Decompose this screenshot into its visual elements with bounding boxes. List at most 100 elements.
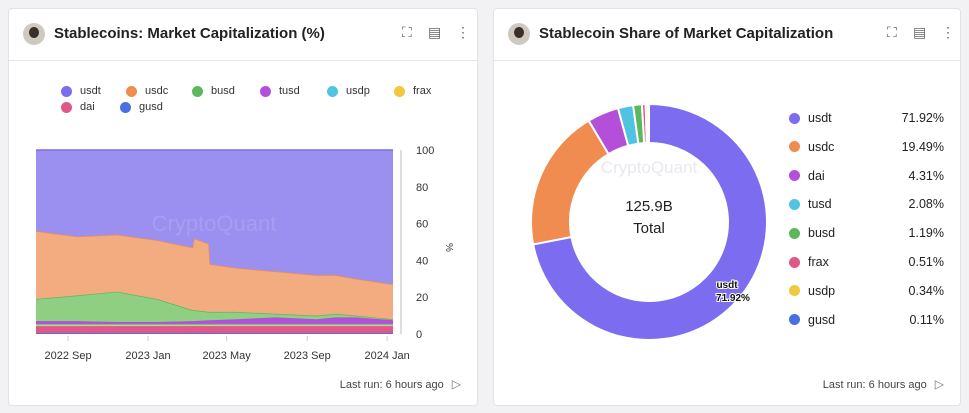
x-tick-label: 2023 Jan [125,350,170,362]
y-axis-unit: % [443,243,454,252]
area-busd[interactable] [36,291,393,322]
card-header: Stablecoins: Market Capitalization (%) ⛶… [9,9,477,61]
legend-dot [789,170,800,182]
last-run-text: Last run: 6 hours ago [822,379,927,391]
legend-item-dai[interactable]: dai [61,101,95,113]
legend-dot [789,314,800,326]
legend-label: usdc [145,85,169,97]
slice-usdt[interactable] [531,102,768,341]
legend-dot [327,85,338,97]
legend-label: dai [80,101,95,113]
x-tick-label: 2022 Sep [45,350,92,362]
legend-label: usdt [80,85,101,97]
legend-dot [61,101,72,113]
stacked-area-chart: CryptoQuant 0 20 40 60 80 100% 2022 Sep 2023 Jan… [35,145,454,362]
legend-label: tusd [279,85,300,97]
y-tick-label: 0 [416,329,422,341]
more-icon[interactable]: ⋮ [941,24,955,40]
legend-value: 0.11% [909,312,944,327]
legend-label: busd [808,226,836,241]
x-tick-label: 2023 Sep [284,350,331,362]
legend-value: 0.34% [908,283,944,298]
legend-dot [789,256,800,268]
area-usdc[interactable] [36,231,393,320]
legend-item-tusd[interactable]: tusd 2.08% [789,197,944,211]
more-icon[interactable]: ⋮ [456,24,470,40]
legend-dot [789,227,800,239]
last-run: Last run: 6 hours ago ▷ [340,377,461,391]
legend-value: 19.49% [901,139,944,154]
legend-dot [789,112,800,124]
card-title: Stablecoin Share of Market Capitalizatio… [539,25,834,42]
avatar[interactable] [508,23,530,45]
console-icon[interactable]: ▤ [913,24,927,40]
legend-dot [120,101,131,113]
center-label: Total [633,220,665,237]
legend-label: gusd [139,101,163,113]
slice-gusd[interactable] [647,102,650,145]
legend-dot [789,198,800,210]
area-dai[interactable] [36,326,393,334]
legend-item-frax[interactable]: frax 0.51% [789,255,944,269]
slice-usdc[interactable] [530,119,610,246]
legend-dot [789,285,800,297]
legend-dot [192,85,203,97]
y-tick-label: 80 [416,182,428,194]
area-usdt[interactable] [36,150,393,285]
legend-label: usdt [808,111,832,125]
legend-item-usdt[interactable]: usdt [61,85,101,97]
legend-label: frax [413,85,432,97]
legend-value: 0.51% [908,255,944,269]
play-icon[interactable]: ▷ [934,377,944,391]
legend-item-usdc[interactable]: usdc [126,85,168,97]
x-tick-label: 2024 Jan [364,350,409,362]
y-tick-label: 100 [416,145,434,157]
legend-label: usdp [346,85,370,97]
donut-chart: CryptoQuant 125.9B Total usdt 71.92% [530,102,768,341]
console-icon[interactable]: ▤ [428,24,442,40]
legend-item-usdp[interactable]: usdp 0.34% [789,284,944,298]
fullscreen-icon[interactable]: ⛶ [887,24,897,40]
last-run: Last run: 6 hours ago ▷ [823,377,944,391]
y-tick-label: 40 [416,255,428,267]
legend-value: 71.92% [901,111,944,125]
legend-item-frax[interactable]: frax [394,85,431,97]
last-run-text: Last run: 6 hours ago [339,379,444,391]
legend-dot [394,85,405,97]
play-icon[interactable]: ▷ [451,377,461,391]
legend-label: frax [808,255,829,269]
legend-label: usdp [808,283,836,298]
legend-label: gusd [808,312,836,327]
legend-dot [260,85,271,97]
legend-item-gusd[interactable]: gusd [120,101,163,113]
x-tick-label: 2023 May [202,350,251,362]
legend-label: dai [808,168,825,183]
legend-item-usdt[interactable]: usdt 71.92% [789,111,944,125]
legend-item-dai[interactable]: dai 4.31% [789,169,944,183]
legend-item-tusd[interactable]: tusd [260,85,300,97]
legend-value: 4.31% [908,168,944,183]
legend-dot [126,85,137,97]
fullscreen-icon[interactable]: ⛶ [402,24,412,40]
legend-item-busd[interactable]: busd [192,85,235,97]
legend-dot [789,141,800,153]
y-tick-label: 20 [416,292,428,304]
legend-dot [61,85,72,97]
center-value: 125.9B [625,198,673,215]
legend-item-gusd[interactable]: gusd 0.11% [789,313,944,327]
legend-label: usdc [808,139,835,154]
legend-item-busd[interactable]: busd 1.19% [789,226,944,240]
avatar[interactable] [23,23,45,45]
share-card: Stablecoin Share of Market Capitalizatio… [493,8,961,406]
y-tick-label: 60 [416,219,428,231]
legend-value: 2.08% [908,197,944,212]
legend-label: busd [211,85,235,97]
card-header: Stablecoin Share of Market Capitalizatio… [494,9,960,61]
legend-label: tusd [808,197,832,212]
market-cap-percent-card: Stablecoins: Market Capitalization (%) ⛶… [8,8,478,406]
legend-item-usdp[interactable]: usdp [327,85,370,97]
slice-label-name: usdt [716,280,738,291]
watermark: CryptoQuant [601,158,698,177]
legend-item-usdc[interactable]: usdc 19.49% [789,140,944,154]
watermark: CryptoQuant [152,211,277,236]
